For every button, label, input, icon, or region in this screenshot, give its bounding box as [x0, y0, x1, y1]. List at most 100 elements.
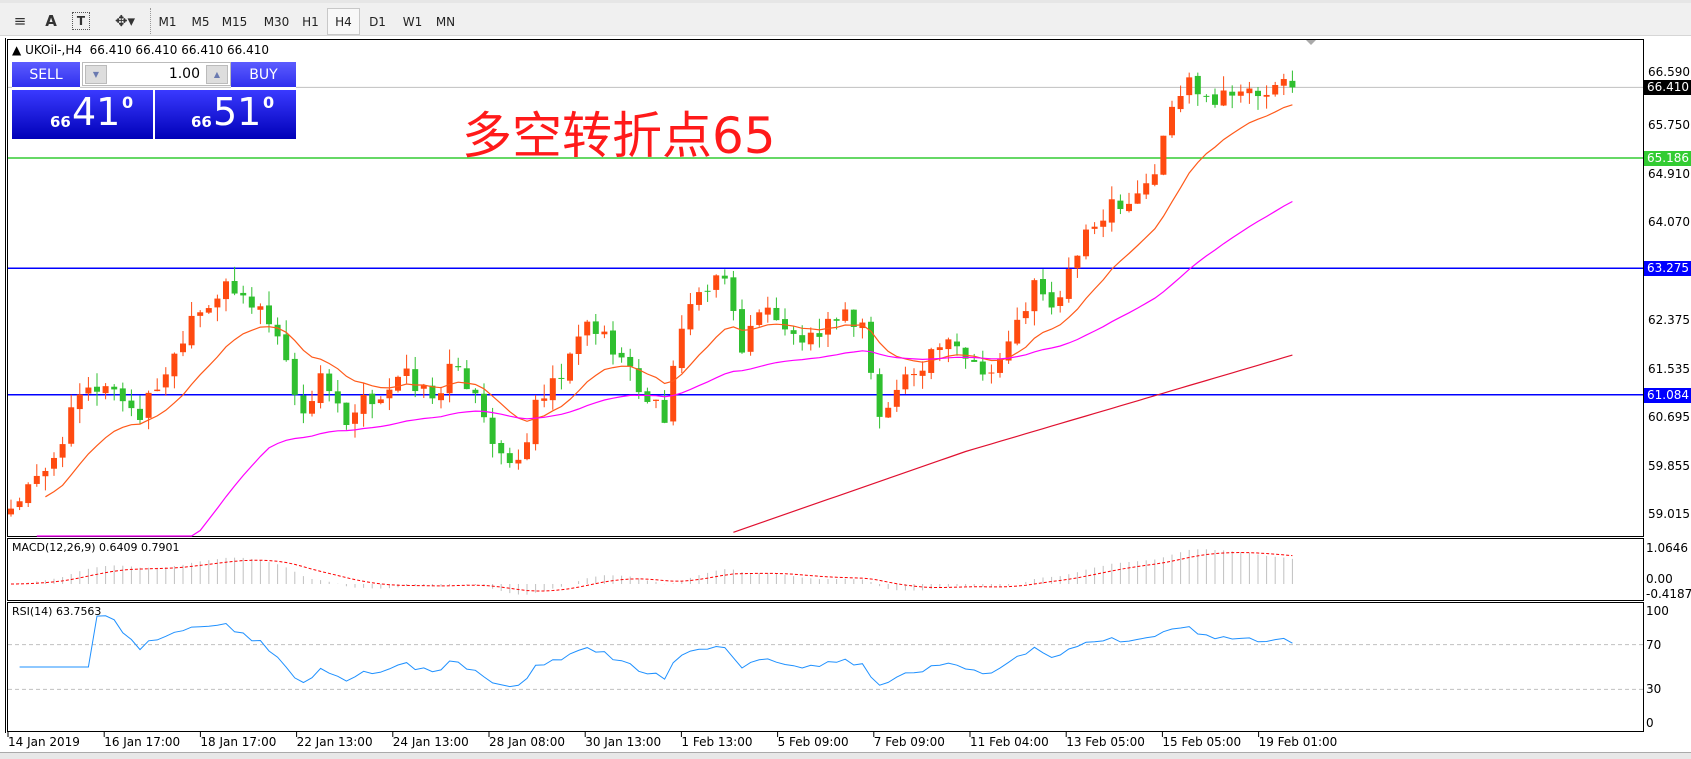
candle-body [403, 368, 410, 376]
candle-body [8, 508, 14, 515]
candle-body [317, 373, 324, 404]
price-tick: 64.070 [1648, 215, 1690, 230]
candle-body [489, 417, 496, 444]
candle-body [283, 334, 290, 361]
collapse-triangle-icon[interactable]: ▲ [12, 43, 22, 57]
candle-body [1134, 193, 1141, 204]
candle-body [1014, 319, 1021, 344]
candle-body [111, 386, 118, 390]
text-label-icon[interactable]: A [45, 12, 57, 30]
candle-body [506, 453, 513, 464]
symbol-timeframe: UKOil-,H4 [25, 43, 82, 57]
candle-body [704, 290, 711, 292]
rsi-pane[interactable] [7, 602, 1644, 732]
candle-body [954, 341, 960, 347]
lot-size-field[interactable]: ▼ 1.00 ▲ [82, 62, 231, 86]
time-label: 16 Jan 17:00 [104, 735, 181, 749]
candle-body [455, 366, 462, 368]
candle-body [627, 356, 634, 367]
candle-body [670, 365, 677, 422]
buy-price-button[interactable]: 66 51 0 [155, 89, 296, 139]
buy-button[interactable]: BUY [231, 62, 296, 88]
macd-pane[interactable] [7, 538, 1644, 601]
candle-body [1280, 79, 1287, 86]
current-price-tag: 66.410 [1644, 80, 1691, 96]
timeframe-h4[interactable]: H4 [327, 8, 360, 35]
candle-body [730, 277, 737, 311]
candle-body [1143, 183, 1150, 195]
candle-body [1108, 199, 1115, 223]
time-label: 19 Feb 01:00 [1258, 735, 1338, 749]
candle-body [1160, 135, 1167, 175]
candle-body [360, 394, 367, 414]
candle-body [945, 339, 952, 350]
period-separator-icon[interactable]: ≡ [13, 12, 27, 30]
time-label: 30 Jan 13:00 [585, 735, 662, 749]
timeframe-m5[interactable]: M5 [191, 14, 210, 29]
timeframe-m1[interactable]: M1 [158, 14, 177, 29]
candle-body [1212, 94, 1218, 105]
timeframe-mn[interactable]: MN [435, 14, 456, 29]
ma-fast-line [45, 104, 1293, 498]
candle-body [51, 457, 57, 469]
candle-body [541, 398, 548, 401]
price-tick: 66.590 [1648, 65, 1690, 80]
candle-body [1289, 80, 1296, 88]
rsi-label: RSI(14) 63.7563 [12, 605, 102, 618]
candle-body [911, 373, 917, 376]
candle-body [94, 386, 100, 392]
lot-increase-button[interactable]: ▲ [206, 65, 228, 84]
sell-price-main: 41 [72, 90, 121, 134]
candle-body [971, 359, 978, 362]
sell-button[interactable]: SELL [12, 62, 80, 88]
candle-body [1177, 96, 1184, 110]
time-label: 11 Feb 04:00 [970, 735, 1049, 749]
candle-body [326, 373, 333, 392]
time-label: 14 Jan 2019 [8, 735, 80, 749]
candle-body [266, 305, 272, 325]
candle-body [825, 318, 831, 335]
candle-body [248, 296, 255, 308]
candle-body [1100, 220, 1107, 227]
sell-price-button[interactable]: 66 41 0 [12, 89, 153, 139]
rsi-line [19, 615, 1293, 688]
timeframe-w1[interactable]: W1 [402, 14, 423, 29]
candle-body [721, 275, 728, 279]
candle-body [334, 391, 341, 404]
timeframe-h1[interactable]: H1 [302, 14, 319, 29]
candle-body [498, 443, 505, 454]
candle-body [601, 331, 608, 335]
time-label: 13 Feb 05:00 [1066, 735, 1145, 749]
candle-body [1126, 203, 1132, 212]
candle-body [661, 399, 668, 423]
chart-annotation-text[interactable]: 多空转折点65 [462, 107, 776, 165]
candle-body [369, 393, 376, 405]
text-box-icon[interactable]: T [72, 12, 90, 30]
candle-body [59, 444, 66, 458]
candle-body [713, 275, 720, 290]
candle-body [997, 359, 1003, 373]
chart-title: ▲ UKOil-,H4 66.410 66.410 66.410 66.410 [12, 43, 269, 57]
candle-body [618, 352, 625, 358]
lot-decrease-button[interactable]: ▼ [85, 65, 107, 84]
timeframe-m15[interactable]: M15 [221, 14, 248, 29]
timeframe-m30[interactable]: M30 [263, 14, 290, 29]
chart-tabs-bar[interactable] [0, 752, 1691, 759]
candle-body [842, 309, 849, 321]
candle-body [472, 389, 479, 394]
candle-body [1074, 255, 1081, 269]
candle-body [1169, 106, 1175, 136]
candle-body [171, 353, 178, 377]
candle-body [85, 387, 92, 394]
candle-body [205, 308, 212, 313]
candle-body [1246, 88, 1253, 94]
lot-size-value: 1.00 [168, 66, 200, 82]
macd-signal-line [10, 552, 1293, 592]
candle-body [1083, 229, 1089, 257]
candle-body [197, 312, 204, 316]
price-level-tag: 65.186 [1644, 151, 1691, 166]
arrows-icon[interactable]: ✥▾ [114, 12, 136, 30]
macd-tick: 0.00 [1646, 572, 1673, 586]
timeframe-d1[interactable]: D1 [369, 14, 386, 29]
